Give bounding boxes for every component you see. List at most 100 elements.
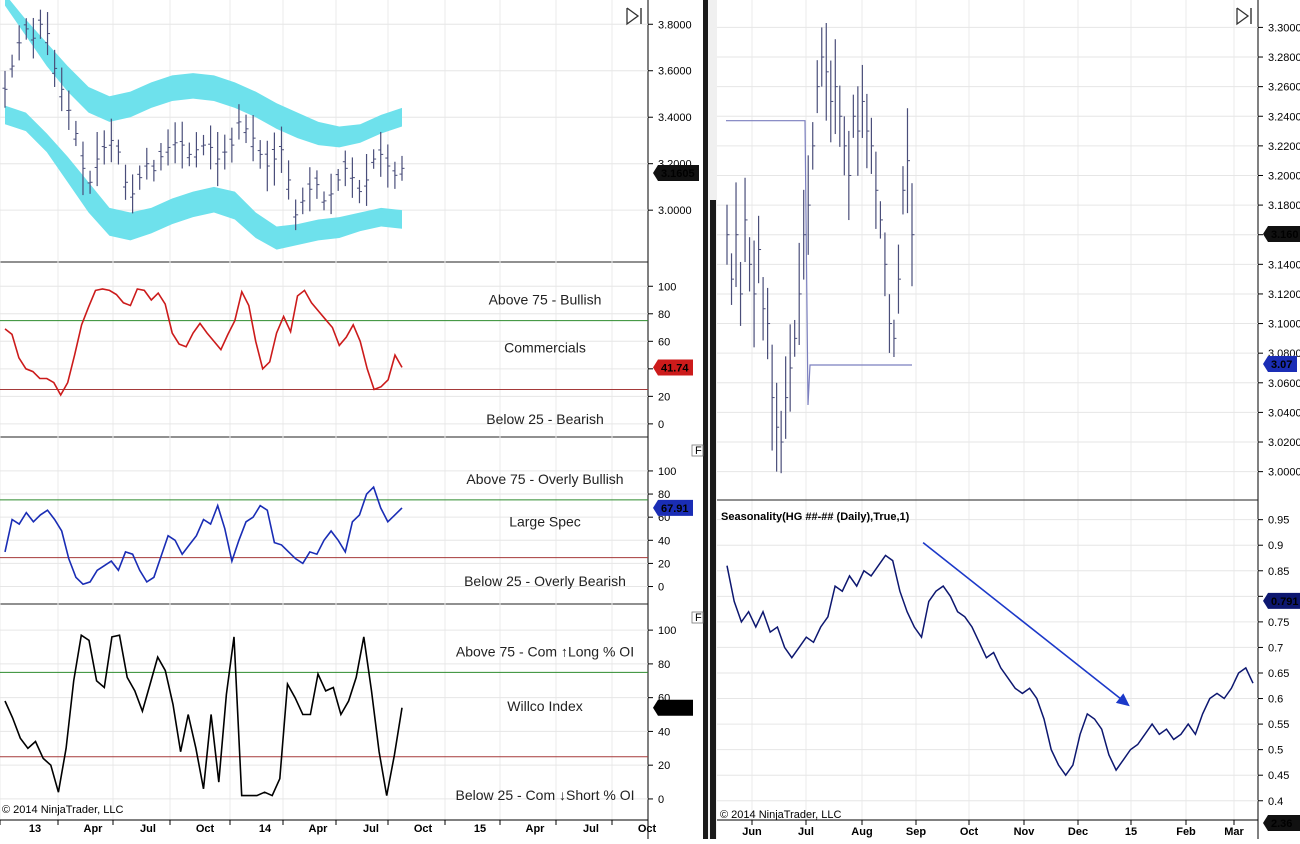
panel-separator-inner xyxy=(710,200,716,839)
bottom-value-badge-bg xyxy=(1263,815,1300,831)
play-to-end-icon-triangle xyxy=(626,7,640,26)
current-value-badge-text: 67.91 xyxy=(661,503,689,515)
x-tick-label: Apr xyxy=(526,823,546,835)
x-tick-label: Oct xyxy=(196,823,215,835)
commercials-series-line xyxy=(4,288,403,397)
copyright-left: © 2014 NinjaTrader, LLC xyxy=(2,804,123,816)
trend-arrow-line xyxy=(922,542,1125,702)
x-tick-label: Apr xyxy=(84,823,104,835)
bottom-value-badge: 2.36 xyxy=(1263,815,1300,831)
current-value-badge: 41.74 xyxy=(653,359,693,376)
x-tick-label: Oct xyxy=(638,823,657,835)
y-tick-label: 20 xyxy=(658,558,670,570)
x-tick-label: Apr xyxy=(309,823,329,835)
y-tick-label: 3.2600 xyxy=(1268,82,1300,94)
label-mid: Large Spec xyxy=(509,513,581,529)
label-upper: Above 75 - Com ↑Long % OI xyxy=(456,643,634,659)
current-value-badge-bg xyxy=(653,499,693,516)
y-tick-label: 0 xyxy=(658,582,664,594)
current-value-badge-text: 51.18 xyxy=(661,703,689,715)
f-icon-box xyxy=(691,444,704,457)
f-icon[interactable]: F xyxy=(691,444,704,457)
current-price-badge: 3.1605 xyxy=(653,165,699,181)
stop-value-badge-text: 3.07 xyxy=(1271,359,1292,371)
y-tick-label: 0.6 xyxy=(1268,694,1283,706)
y-tick-label: 80 xyxy=(658,659,670,671)
y-tick-label: 3.2800 xyxy=(1268,52,1300,64)
stop-value-badge: 3.07 xyxy=(1263,356,1297,373)
x-tick-label: Jun xyxy=(742,826,762,838)
y-tick-label: 3.1800 xyxy=(1268,200,1300,212)
x-tick-label: Aug xyxy=(851,826,872,838)
y-tick-label: 3.1400 xyxy=(1268,259,1300,271)
y-tick-label: 3.0600 xyxy=(1268,378,1300,390)
current-price-badge-text: 3.1605 xyxy=(661,168,695,180)
f-icon-letter: F xyxy=(695,445,702,457)
y-tick-label: 3.0000 xyxy=(658,205,692,217)
y-tick-label: 40 xyxy=(658,535,670,547)
f-icon-box xyxy=(691,611,704,624)
pane-right-price: 3.3000 3.2800 3.2600 3.2400 3.2200 3.2000 3.18… xyxy=(717,7,1300,479)
left-x-axis: 13 Apr Jul Oct 14 Apr Jul Oct 15 Apr Jul Oct xyxy=(0,819,657,835)
current-price-badge-text: 3.160 xyxy=(1271,229,1299,241)
current-price-badge-bg xyxy=(1263,225,1300,242)
trend-arrow-head xyxy=(1115,693,1130,707)
trailing-stop-line xyxy=(726,120,912,406)
current-value-badge: 51.18 xyxy=(653,699,693,716)
current-price-badge-bg xyxy=(653,165,699,181)
price-bars xyxy=(2,9,405,231)
play-to-end-icon[interactable] xyxy=(1236,7,1252,26)
f-icon[interactable]: F xyxy=(691,611,704,624)
play-to-end-icon[interactable] xyxy=(626,7,642,26)
y-tick-label: 0.95 xyxy=(1268,515,1289,527)
x-tick-label: 15 xyxy=(474,823,486,835)
y-tick-label: 0.9 xyxy=(1268,540,1283,552)
current-value-badge-bg xyxy=(653,359,693,376)
y-tick-label: 3.0200 xyxy=(1268,437,1300,449)
right-x-axis: Jun Jul Aug Sep Oct Nov Dec 15 Feb Mar xyxy=(717,819,1258,838)
y-tick-label: 3.6000 xyxy=(658,66,692,78)
y-tick-label: 3.2000 xyxy=(1268,170,1300,182)
y-tick-label: 3.2400 xyxy=(1268,111,1300,123)
y-tick-label: 0.5 xyxy=(1268,745,1283,757)
x-tick-label: 13 xyxy=(29,823,41,835)
x-tick-label: Jul xyxy=(140,823,156,835)
y-tick-label: 0.55 xyxy=(1268,719,1289,731)
x-tick-label: 14 xyxy=(259,823,272,835)
panel-separator xyxy=(703,0,708,839)
large_spec-series-line xyxy=(4,485,403,586)
y-tick-label: 40 xyxy=(658,726,670,738)
current-price-badge: 3.160 xyxy=(1263,225,1300,242)
seasonality-value-badge-text: 0.791 xyxy=(1271,596,1299,608)
pane-seasonality: 0.950.90.850.80.750.70.650.60.550.50.450… xyxy=(717,511,1300,831)
willco-series-line xyxy=(4,633,403,797)
current-value-badge: 67.91 xyxy=(653,499,693,516)
x-tick-label: Oct xyxy=(960,826,979,838)
y-tick-label: 0.4 xyxy=(1268,796,1283,808)
play-to-end-icon-triangle xyxy=(1236,7,1250,26)
bottom-value-badge-text: 2.36 xyxy=(1271,818,1292,830)
y-tick-label: 3.8000 xyxy=(658,19,692,31)
y-tick-label: 0.7 xyxy=(1268,642,1283,654)
label-mid: Commercials xyxy=(504,339,586,355)
y-tick-label: 3.3000 xyxy=(1268,22,1300,34)
seasonality-title: Seasonality(HG ##-## (Daily),True,1) xyxy=(721,511,910,523)
price-bars xyxy=(726,22,915,474)
y-tick-label: 100 xyxy=(658,625,676,637)
y-tick-label: 3.0000 xyxy=(1268,467,1300,479)
label-upper: Above 75 - Overly Bullish xyxy=(466,471,623,487)
y-tick-label: 20 xyxy=(658,760,670,772)
y-tick-label: 80 xyxy=(658,489,670,501)
seasonality-series-line xyxy=(726,554,1254,777)
x-tick-label: Sep xyxy=(906,826,926,838)
y-tick-label: 0.45 xyxy=(1268,770,1289,782)
current-value-badge-bg xyxy=(653,699,693,716)
y-tick-label: 3.0400 xyxy=(1268,407,1300,419)
x-tick-label: Jul xyxy=(363,823,379,835)
